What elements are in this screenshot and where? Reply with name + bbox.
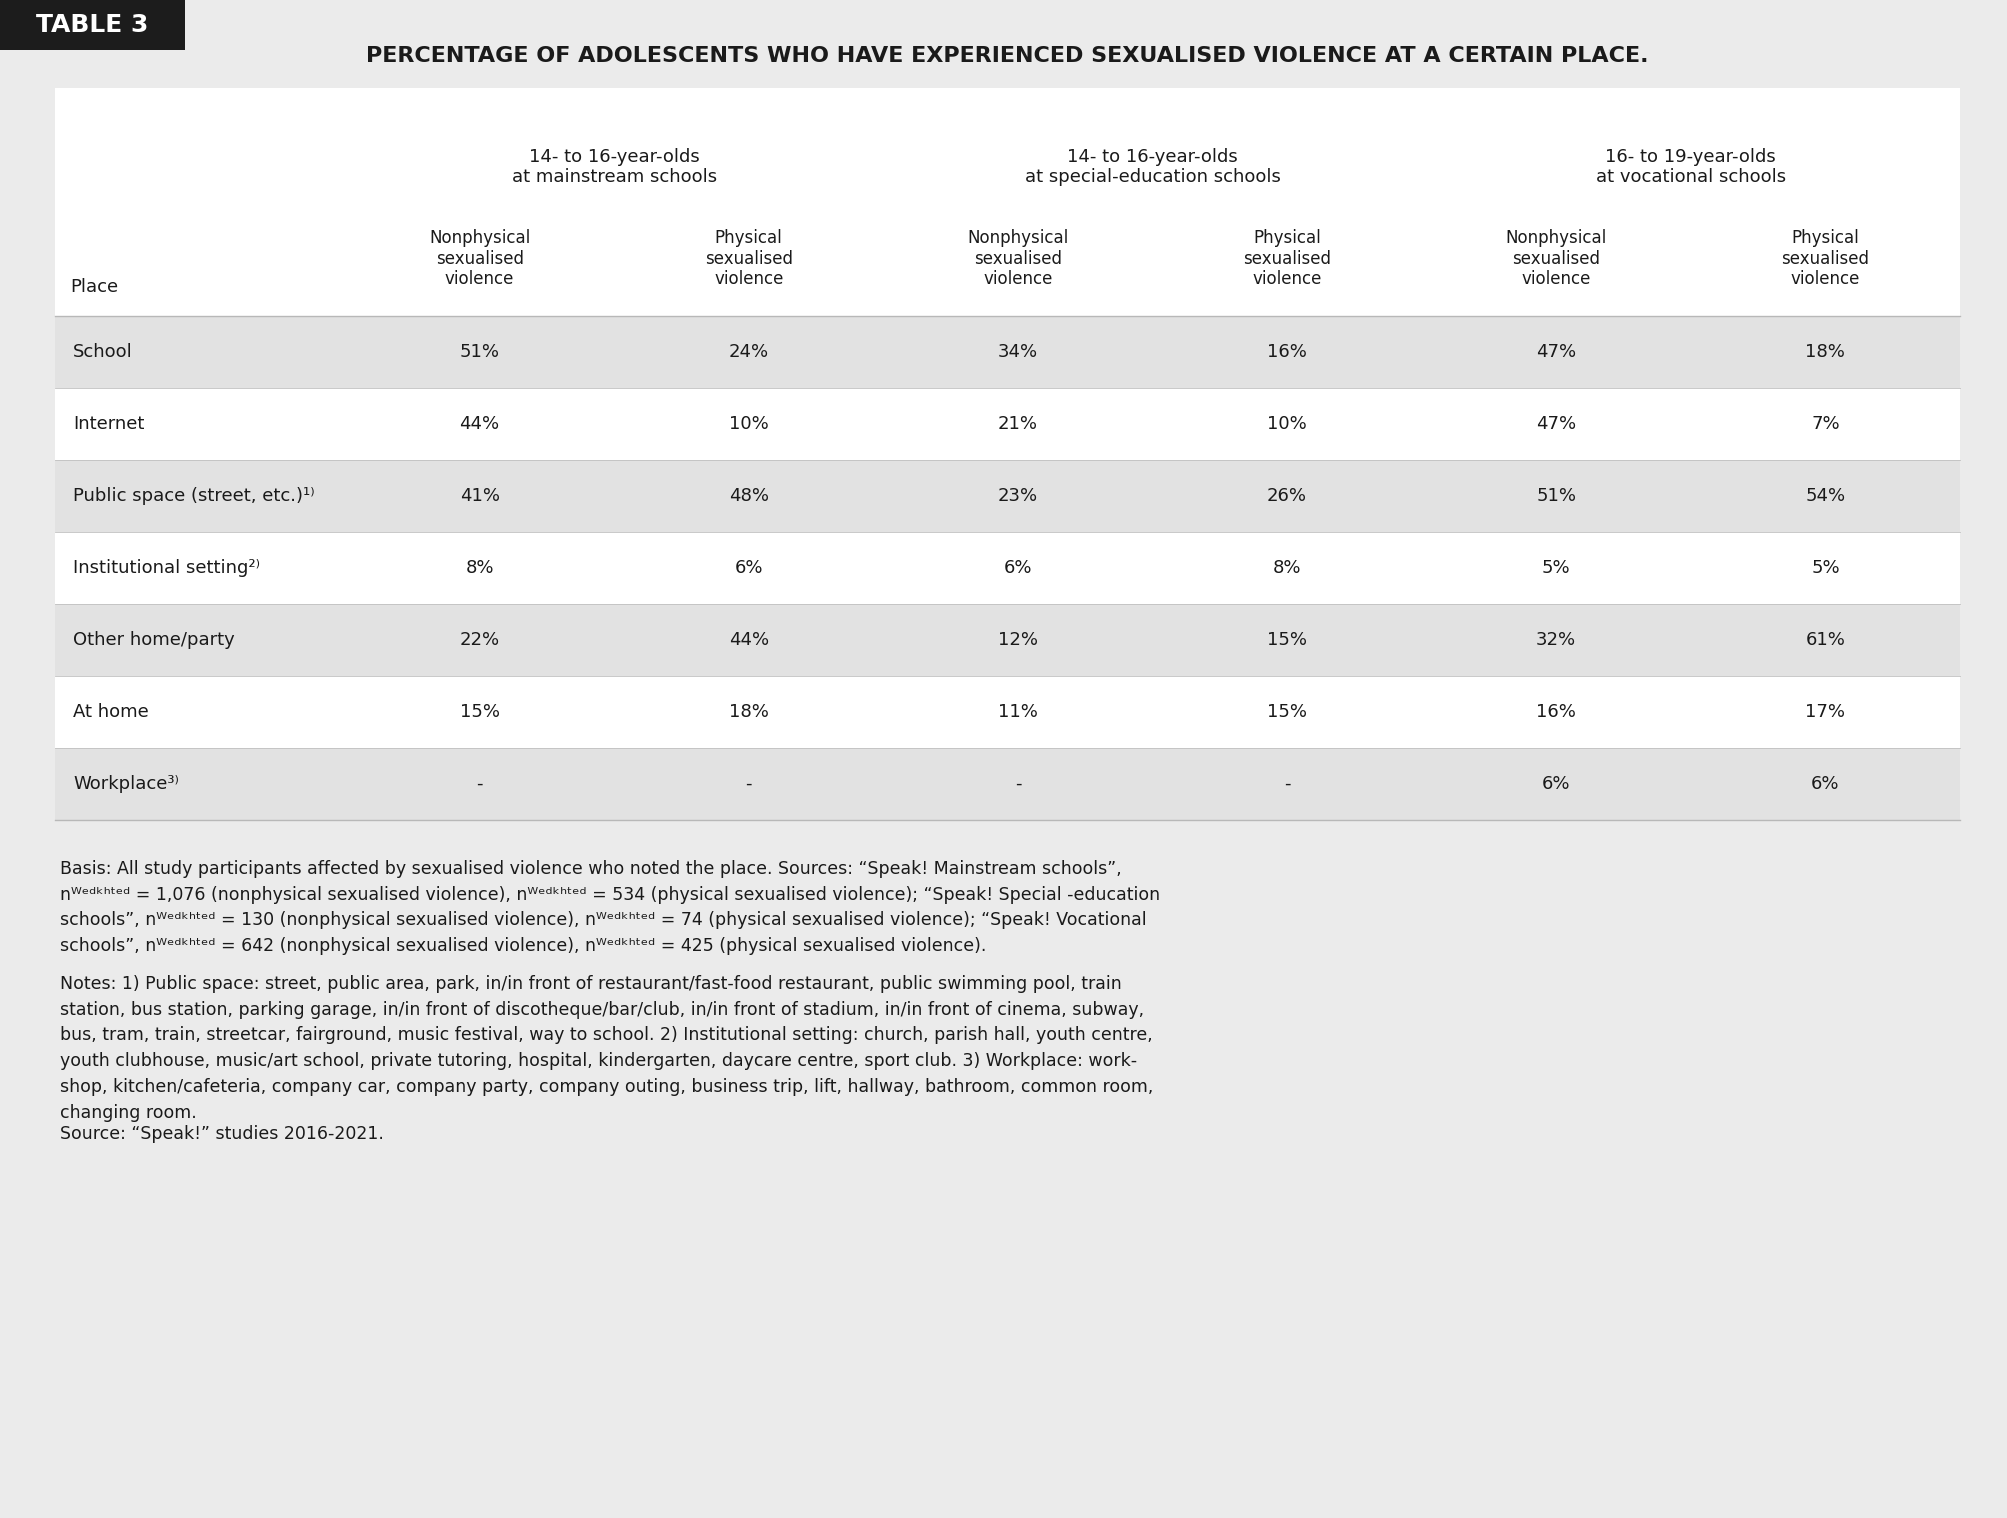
Text: 15%: 15%: [1266, 703, 1307, 721]
Text: Nonphysical
sexualised
violence: Nonphysical sexualised violence: [429, 229, 530, 288]
Text: 12%: 12%: [997, 631, 1038, 650]
Text: 51%: 51%: [460, 343, 500, 361]
FancyBboxPatch shape: [54, 604, 1959, 676]
FancyBboxPatch shape: [54, 676, 1959, 748]
Text: 44%: 44%: [460, 414, 500, 433]
Text: 47%: 47%: [1535, 343, 1575, 361]
Text: 11%: 11%: [997, 703, 1038, 721]
Text: Nonphysical
sexualised
violence: Nonphysical sexualised violence: [1505, 229, 1606, 288]
Text: 23%: 23%: [997, 487, 1038, 505]
Text: 15%: 15%: [460, 703, 500, 721]
Text: 54%: 54%: [1804, 487, 1844, 505]
Text: Workplace³⁾: Workplace³⁾: [72, 776, 179, 792]
Text: 10%: 10%: [1266, 414, 1307, 433]
Text: 26%: 26%: [1266, 487, 1307, 505]
Text: 44%: 44%: [729, 631, 769, 650]
Text: 14- to 16-year-olds
at mainstream schools: 14- to 16-year-olds at mainstream school…: [512, 147, 716, 187]
Text: Physical
sexualised
violence: Physical sexualised violence: [704, 229, 793, 288]
Text: 18%: 18%: [729, 703, 769, 721]
Text: -: -: [1282, 776, 1291, 792]
Text: 34%: 34%: [997, 343, 1038, 361]
Text: 5%: 5%: [1541, 559, 1569, 577]
Text: Internet: Internet: [72, 414, 145, 433]
Text: 61%: 61%: [1804, 631, 1844, 650]
Text: 51%: 51%: [1535, 487, 1575, 505]
Text: Source: “Speak!” studies 2016-2021.: Source: “Speak!” studies 2016-2021.: [60, 1125, 383, 1143]
Text: Basis: All study participants affected by sexualised violence who noted the plac: Basis: All study participants affected b…: [60, 861, 1160, 955]
Text: TABLE 3: TABLE 3: [36, 14, 149, 36]
Text: Institutional setting²⁾: Institutional setting²⁾: [72, 559, 259, 577]
Text: 6%: 6%: [735, 559, 763, 577]
Text: 6%: 6%: [1810, 776, 1838, 792]
Text: -: -: [745, 776, 753, 792]
Text: 48%: 48%: [729, 487, 769, 505]
FancyBboxPatch shape: [54, 88, 1959, 820]
Text: Physical
sexualised
violence: Physical sexualised violence: [1780, 229, 1869, 288]
Text: 41%: 41%: [460, 487, 500, 505]
Text: School: School: [72, 343, 132, 361]
FancyBboxPatch shape: [54, 531, 1959, 604]
Text: 6%: 6%: [1004, 559, 1032, 577]
FancyBboxPatch shape: [54, 460, 1959, 531]
Text: 6%: 6%: [1541, 776, 1569, 792]
Text: 16- to 19-year-olds
at vocational schools: 16- to 19-year-olds at vocational school…: [1596, 147, 1784, 187]
Text: 10%: 10%: [729, 414, 769, 433]
Text: 21%: 21%: [997, 414, 1038, 433]
Text: 22%: 22%: [460, 631, 500, 650]
Text: 47%: 47%: [1535, 414, 1575, 433]
Text: Physical
sexualised
violence: Physical sexualised violence: [1242, 229, 1331, 288]
Text: 7%: 7%: [1810, 414, 1838, 433]
Text: 8%: 8%: [466, 559, 494, 577]
Text: Nonphysical
sexualised
violence: Nonphysical sexualised violence: [967, 229, 1068, 288]
Text: Public space (street, etc.)¹⁾: Public space (street, etc.)¹⁾: [72, 487, 315, 505]
Text: 32%: 32%: [1535, 631, 1575, 650]
Text: PERCENTAGE OF ADOLESCENTS WHO HAVE EXPERIENCED SEXUALISED VIOLENCE AT A CERTAIN : PERCENTAGE OF ADOLESCENTS WHO HAVE EXPER…: [365, 46, 1648, 65]
Text: 18%: 18%: [1804, 343, 1844, 361]
FancyBboxPatch shape: [54, 389, 1959, 460]
Text: 8%: 8%: [1272, 559, 1301, 577]
FancyBboxPatch shape: [54, 748, 1959, 820]
Text: At home: At home: [72, 703, 149, 721]
Text: 14- to 16-year-olds
at special-education schools: 14- to 16-year-olds at special-education…: [1024, 147, 1280, 187]
Text: 5%: 5%: [1810, 559, 1838, 577]
Text: -: -: [476, 776, 482, 792]
Text: 17%: 17%: [1804, 703, 1844, 721]
Text: 16%: 16%: [1266, 343, 1307, 361]
Text: -: -: [1014, 776, 1022, 792]
Text: Other home/party: Other home/party: [72, 631, 235, 650]
Text: 16%: 16%: [1535, 703, 1575, 721]
Text: Place: Place: [70, 278, 118, 296]
Text: 15%: 15%: [1266, 631, 1307, 650]
Text: 24%: 24%: [729, 343, 769, 361]
Text: Notes: 1) Public space: street, public area, park, in/in front of restaurant/fas: Notes: 1) Public space: street, public a…: [60, 975, 1152, 1122]
FancyBboxPatch shape: [0, 0, 185, 50]
FancyBboxPatch shape: [54, 316, 1959, 389]
